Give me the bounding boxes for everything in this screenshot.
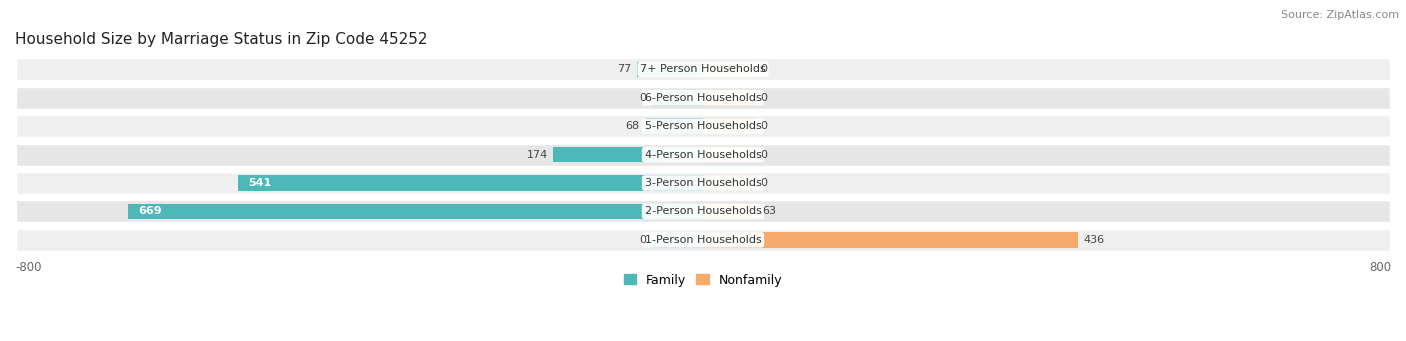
Text: 0: 0 (759, 93, 766, 103)
Bar (644, 118, 703, 134)
Bar (15, 171, 1391, 195)
Bar (703, 232, 1078, 248)
Bar (15, 57, 1391, 81)
Text: 436: 436 (1083, 235, 1104, 245)
Bar (651, 232, 703, 248)
Text: 0: 0 (759, 150, 766, 160)
Bar (703, 147, 755, 162)
Legend: Family, Nonfamily: Family, Nonfamily (619, 268, 787, 292)
Bar (703, 175, 755, 191)
Text: 5-Person Households: 5-Person Households (644, 121, 762, 131)
Text: 63: 63 (762, 206, 776, 217)
Text: Source: ZipAtlas.com: Source: ZipAtlas.com (1281, 10, 1399, 20)
Bar (15, 143, 1391, 166)
Bar (128, 204, 703, 219)
Bar (238, 175, 703, 191)
Bar (15, 86, 1391, 110)
Text: 77: 77 (617, 64, 631, 74)
Bar (651, 90, 703, 106)
Text: 6-Person Households: 6-Person Households (644, 93, 762, 103)
Text: 0: 0 (759, 64, 766, 74)
Text: 0: 0 (759, 121, 766, 131)
Text: 68: 68 (626, 121, 640, 131)
Bar (703, 62, 755, 77)
Text: 541: 541 (247, 178, 271, 188)
Bar (637, 62, 703, 77)
Text: 0: 0 (640, 235, 647, 245)
Text: 3-Person Households: 3-Person Households (644, 178, 762, 188)
Bar (15, 228, 1391, 252)
Bar (703, 118, 755, 134)
Text: -800: -800 (15, 261, 42, 274)
Text: 669: 669 (138, 206, 162, 217)
Text: 4-Person Households: 4-Person Households (644, 150, 762, 160)
Text: Household Size by Marriage Status in Zip Code 45252: Household Size by Marriage Status in Zip… (15, 32, 427, 47)
Text: 174: 174 (527, 150, 548, 160)
Bar (15, 199, 1391, 223)
Text: 7+ Person Households: 7+ Person Households (640, 64, 766, 74)
Bar (703, 204, 758, 219)
Text: 0: 0 (640, 93, 647, 103)
Text: 1-Person Households: 1-Person Households (644, 235, 762, 245)
Text: 800: 800 (1369, 261, 1391, 274)
Bar (554, 147, 703, 162)
Bar (15, 114, 1391, 138)
Bar (703, 90, 755, 106)
Text: 2-Person Households: 2-Person Households (644, 206, 762, 217)
Text: 0: 0 (759, 178, 766, 188)
